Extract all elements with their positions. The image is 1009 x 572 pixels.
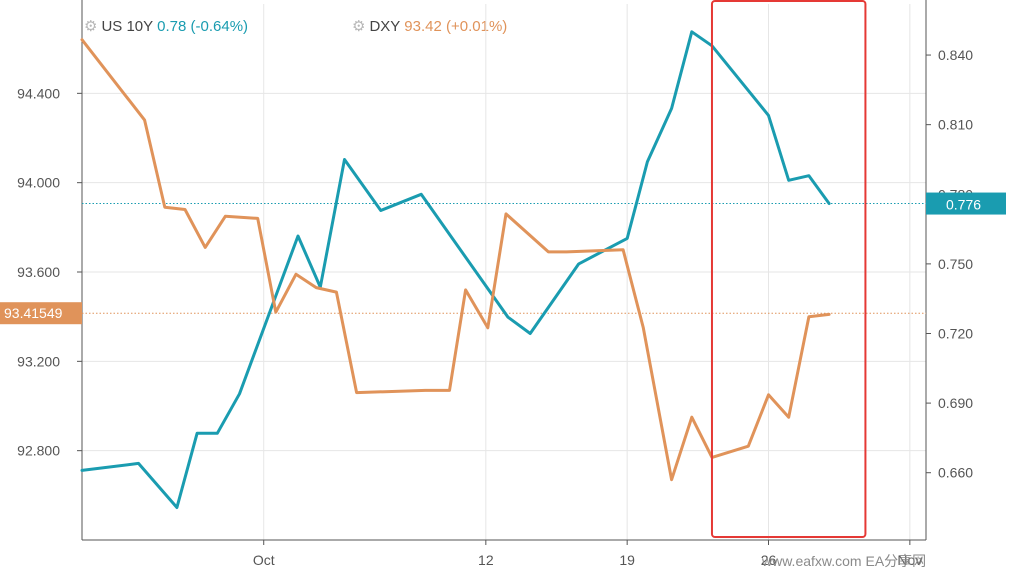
dxy-value-flag	[0, 302, 82, 325]
right-tick-label: 0.750	[938, 256, 973, 272]
left-tick-label: 92.800	[17, 443, 60, 459]
legend-us10y-name: US 10Y	[101, 18, 154, 35]
current-value-lines	[82, 203, 926, 314]
x-tick-label: 26	[761, 552, 777, 568]
x-tick-label: 12	[478, 552, 494, 568]
grid	[82, 4, 926, 540]
left-tick-label: 93.600	[17, 264, 60, 280]
left-tick-label: 94.000	[17, 175, 60, 191]
legend-us10y-value: 0.78 (-0.64%)	[157, 18, 249, 35]
x-tick-label: 19	[619, 552, 635, 568]
us10y-value-flag-text: 0.776	[946, 197, 981, 213]
gear-icon[interactable]: ⚙	[84, 18, 98, 35]
us10y-value-flag	[926, 192, 1006, 215]
x-tick-label: Oct	[253, 552, 275, 568]
legend-us10y[interactable]: ⚙ US 10Y 0.78 (-0.64%)	[84, 17, 248, 35]
left-axis-ticks: 92.800 93.200 93.600 94.000 94.400	[17, 85, 82, 459]
x-tick-label: Nov	[897, 552, 922, 568]
dxy-value-flag-text: 93.41549	[4, 305, 63, 321]
series-lines	[80, 30, 831, 509]
dxy-series-line	[80, 38, 831, 482]
left-tick-label: 94.400	[17, 85, 60, 101]
watermark: www.eafxw.com EA分享网	[761, 553, 926, 569]
gear-icon[interactable]: ⚙	[352, 18, 366, 35]
right-tick-label: 0.840	[938, 47, 973, 63]
legend-dxy-value: 93.42 (+0.01%)	[404, 18, 508, 35]
x-axis-ticks: Oct 12 19 26 Nov	[253, 540, 922, 568]
highlight-box-group	[710, 0, 867, 538]
axes	[81, 0, 927, 541]
right-tick-label: 0.720	[938, 325, 973, 341]
right-tick-label: 0.810	[938, 117, 973, 133]
highlight-box	[710, 0, 867, 538]
legend-dxy[interactable]: ⚙ DXY 93.42 (+0.01%)	[352, 17, 507, 35]
legend-dxy-name: DXY	[369, 18, 401, 35]
left-tick-label: 93.200	[17, 353, 60, 369]
right-tick-label: 0.660	[938, 465, 973, 481]
right-tick-label: 0.690	[938, 395, 973, 411]
us10y-series-line	[80, 30, 831, 509]
current-value-flags: 93.41549 0.776	[0, 192, 1006, 325]
